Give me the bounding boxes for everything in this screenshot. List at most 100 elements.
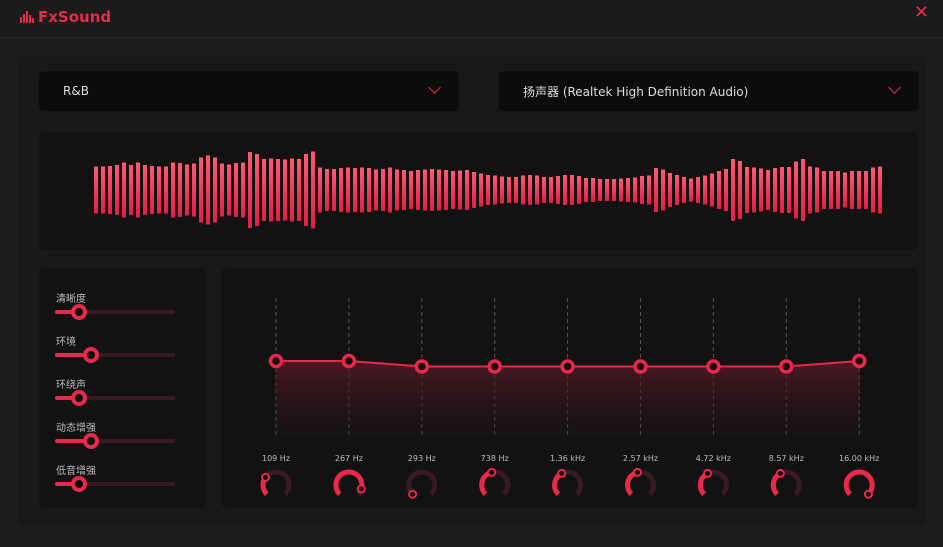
visualizer-bar bbox=[283, 159, 287, 221]
effect-slider[interactable] bbox=[55, 304, 175, 320]
band-frequency-label: 1.36 kHz bbox=[549, 454, 586, 463]
visualizer-bar bbox=[402, 170, 406, 210]
visualizer-bar bbox=[339, 168, 343, 212]
knob-indicator bbox=[863, 489, 873, 499]
effect-label: 环绕声 bbox=[56, 380, 86, 391]
visualizer-bar bbox=[367, 168, 371, 212]
app-logo: FxSound bbox=[20, 8, 111, 26]
slider-thumb[interactable] bbox=[83, 433, 99, 449]
visualizer-bar bbox=[451, 171, 455, 209]
visualizer-bar bbox=[675, 175, 679, 205]
visualizer-bar bbox=[297, 159, 301, 221]
close-icon[interactable]: ✕ bbox=[913, 2, 929, 23]
visualizer-bar bbox=[528, 175, 532, 205]
visualizer-bar bbox=[619, 178, 623, 202]
band-frequency-label: 293 Hz bbox=[407, 454, 436, 463]
eq-band-handle[interactable] bbox=[560, 359, 575, 374]
visualizer-bar bbox=[157, 166, 161, 214]
visualizer-bar bbox=[269, 158, 273, 222]
visualizer-bar bbox=[332, 169, 336, 211]
knob-indicator bbox=[356, 484, 366, 494]
effect-slider[interactable] bbox=[55, 476, 175, 492]
visualizer-bar bbox=[836, 171, 840, 209]
visualizer-bar bbox=[465, 170, 469, 210]
visualizer-bar bbox=[122, 162, 126, 218]
band-frequency-label: 267 Hz bbox=[334, 454, 363, 463]
slider-thumb[interactable] bbox=[83, 347, 99, 363]
band-knob[interactable] bbox=[260, 469, 292, 496]
visualizer-bar bbox=[164, 166, 168, 214]
visualizer-bar bbox=[108, 166, 112, 214]
effects-panel bbox=[39, 268, 207, 508]
band-frequency-label: 16.00 kHz bbox=[839, 454, 880, 463]
equalizer-bars-icon bbox=[20, 11, 34, 23]
visualizer-bar bbox=[864, 171, 868, 209]
eq-band-handle[interactable] bbox=[341, 353, 357, 369]
slider-thumb[interactable] bbox=[71, 476, 87, 492]
visualizer-bar bbox=[248, 152, 252, 228]
eq-curve-area bbox=[276, 361, 860, 435]
visualizer-bar bbox=[815, 167, 819, 213]
visualizer-bar bbox=[262, 159, 266, 221]
visualizer-bar bbox=[374, 169, 378, 211]
visualizer-bar bbox=[549, 177, 553, 203]
output-device-dropdown[interactable]: 扬声器 (Realtek High Definition Audio) bbox=[499, 71, 919, 111]
visualizer-bar bbox=[458, 170, 462, 210]
visualizer-bar bbox=[626, 178, 630, 202]
visualizer-bar bbox=[794, 161, 798, 219]
band-knob[interactable] bbox=[770, 468, 802, 496]
visualizer-bar bbox=[416, 170, 420, 210]
visualizer-bar bbox=[353, 168, 357, 212]
visualizer-bar bbox=[850, 171, 854, 209]
band-knob[interactable] bbox=[406, 469, 438, 499]
visualizer-bar bbox=[668, 173, 672, 207]
band-knob[interactable] bbox=[843, 469, 875, 499]
visualizer-bar bbox=[213, 157, 217, 223]
preset-dropdown[interactable]: R&B bbox=[39, 71, 459, 111]
visualizer-bar bbox=[801, 159, 805, 221]
visualizer-bar bbox=[752, 167, 756, 213]
knob-indicator bbox=[487, 467, 497, 477]
effect-slider[interactable] bbox=[55, 433, 175, 449]
visualizer-bar bbox=[808, 166, 812, 214]
eq-band-handle[interactable] bbox=[633, 359, 648, 374]
visualizer-bar bbox=[444, 170, 448, 210]
visualizer-bar bbox=[584, 178, 588, 202]
visualizer-bar bbox=[738, 161, 742, 219]
visualizer-bar bbox=[423, 169, 427, 211]
visualizer-bar bbox=[199, 157, 203, 223]
visualizer-bar bbox=[206, 155, 210, 225]
visualizer-bar bbox=[521, 175, 525, 205]
effect-label: 动态增强 bbox=[56, 423, 96, 434]
visualizer-bar bbox=[605, 179, 609, 201]
eq-band-handle[interactable] bbox=[851, 353, 867, 369]
band-knob[interactable] bbox=[333, 469, 366, 496]
eq-band-handle[interactable] bbox=[487, 359, 502, 374]
eq-band-handle[interactable] bbox=[268, 353, 284, 369]
visualizer-bar bbox=[381, 169, 385, 211]
effect-label: 低音增强 bbox=[56, 466, 96, 477]
visualizer-bar bbox=[430, 169, 434, 211]
visualizer-bar bbox=[871, 167, 875, 213]
visualizer-bar bbox=[843, 172, 847, 208]
visualizer-bar bbox=[493, 175, 497, 205]
visualizer-bar bbox=[787, 167, 791, 213]
eq-band-handle[interactable] bbox=[706, 359, 721, 374]
effect-slider[interactable] bbox=[55, 347, 175, 363]
slider-thumb[interactable] bbox=[71, 390, 87, 406]
visualizer-bar bbox=[241, 162, 245, 218]
band-knob[interactable] bbox=[697, 468, 729, 496]
knob-indicator bbox=[408, 489, 418, 499]
slider-thumb[interactable] bbox=[71, 304, 87, 320]
effect-slider[interactable] bbox=[55, 390, 175, 406]
eq-band-handle[interactable] bbox=[414, 359, 430, 374]
visualizer-bar bbox=[276, 159, 280, 221]
visualizer-bar bbox=[290, 158, 294, 222]
band-knob[interactable] bbox=[479, 467, 511, 496]
visualizer-bar bbox=[570, 175, 574, 205]
band-knob[interactable] bbox=[552, 468, 584, 496]
band-frequency-label: 4.72 kHz bbox=[695, 454, 731, 463]
eq-band-handle[interactable] bbox=[779, 359, 794, 374]
band-knob[interactable] bbox=[625, 467, 656, 496]
